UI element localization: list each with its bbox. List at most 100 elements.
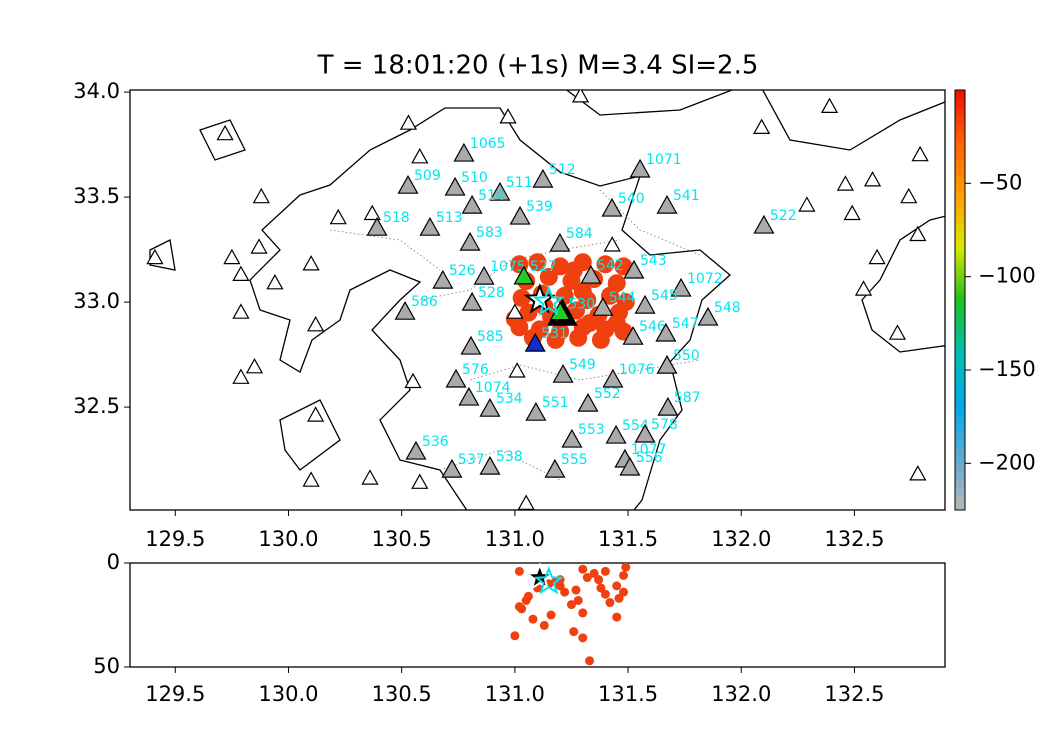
station-open <box>863 171 882 187</box>
station-open <box>245 357 264 374</box>
station-open <box>517 494 535 510</box>
event-depth-point <box>560 587 570 597</box>
station <box>670 277 692 297</box>
station <box>655 322 677 342</box>
event-depth-point <box>528 614 538 624</box>
event-depth-point <box>600 589 610 599</box>
station-label: 550 <box>673 348 700 364</box>
station <box>532 168 554 188</box>
event-point <box>546 330 565 349</box>
station-label: 513 <box>436 210 463 226</box>
station-open <box>250 238 268 254</box>
event-depth-point <box>569 627 579 637</box>
station <box>525 401 547 421</box>
station <box>453 142 475 162</box>
station-label: 536 <box>422 434 449 450</box>
epicenter <box>532 285 565 316</box>
station-open <box>506 303 524 319</box>
station-label: 541 <box>673 188 700 204</box>
station <box>580 264 602 284</box>
station <box>549 232 571 252</box>
epicenter <box>523 283 556 314</box>
station <box>561 428 583 448</box>
station <box>458 386 480 406</box>
station <box>602 368 624 388</box>
station-label: 552 <box>594 386 621 402</box>
event-depth-point <box>614 593 624 603</box>
event-depth-point <box>539 620 549 630</box>
x-tick-label: 129.5 <box>145 682 205 706</box>
station-open <box>603 236 621 252</box>
station-open <box>909 225 927 242</box>
station-label: 556 <box>636 450 663 466</box>
station-label: 578 <box>651 417 678 433</box>
event-depth-point <box>514 566 524 576</box>
station-label: 512 <box>549 162 576 178</box>
x-tick-label: 130.0 <box>258 682 318 706</box>
station-label: 586 <box>411 294 438 310</box>
station-label: 509 <box>414 168 441 184</box>
station-label: 1072 <box>687 271 723 287</box>
map-frame <box>129 89 946 511</box>
event-depth-point <box>621 563 631 572</box>
station <box>634 294 656 314</box>
station-open <box>508 362 526 378</box>
station <box>441 458 463 478</box>
station-label: 583 <box>476 225 503 241</box>
station <box>459 231 481 251</box>
chart-title: T = 18:01:20 (+1s) M=3.4 SI=2.5 <box>317 51 759 81</box>
colorbar-tick-label: −150 <box>978 357 1036 381</box>
station-label: 537 <box>458 452 485 468</box>
station <box>366 216 388 236</box>
station-open <box>571 90 590 103</box>
station-label: 547 <box>672 316 699 332</box>
station-open <box>252 187 270 204</box>
station-label: 1074 <box>475 380 511 396</box>
station <box>656 194 678 214</box>
station <box>544 458 566 478</box>
y-tick-label: 34.0 <box>73 79 120 103</box>
station-open <box>307 315 325 332</box>
station-open <box>411 473 429 489</box>
event-depth-point <box>589 568 599 578</box>
station <box>657 396 679 416</box>
station-open <box>836 175 855 191</box>
station-label: 527 <box>530 259 557 275</box>
station-open <box>399 114 418 130</box>
station <box>601 197 623 217</box>
station-label: 555 <box>561 452 588 468</box>
colorbar-tick-label: −100 <box>978 264 1036 288</box>
event-depth-point <box>594 575 604 585</box>
colorbar-tick-label: −50 <box>978 170 1022 194</box>
station-open <box>232 265 250 281</box>
station <box>419 216 441 236</box>
coastline <box>861 215 945 353</box>
event-point <box>539 267 558 286</box>
station <box>753 214 775 234</box>
station-label: 585 <box>477 329 504 345</box>
station-highlight <box>513 265 535 285</box>
station <box>394 300 416 320</box>
station <box>629 158 651 178</box>
station-label: 534 <box>496 391 523 407</box>
station-label: 514 <box>478 188 505 204</box>
station-open <box>266 273 284 290</box>
event-point <box>528 253 547 272</box>
station-label: 511 <box>506 175 533 191</box>
station-open <box>909 465 927 481</box>
station-open <box>820 97 839 114</box>
station-label: 1075 <box>490 259 526 275</box>
station-label: 587 <box>674 390 701 406</box>
station <box>460 335 482 355</box>
station-label: 543 <box>640 253 667 269</box>
station-open <box>868 248 886 265</box>
station-open <box>216 124 234 141</box>
station-label: 584 <box>566 226 593 242</box>
station <box>623 259 645 279</box>
station-label: 544 <box>609 290 636 306</box>
event-point <box>580 314 599 333</box>
station <box>405 440 427 460</box>
station-highlight <box>524 332 546 352</box>
event-point <box>591 330 610 349</box>
